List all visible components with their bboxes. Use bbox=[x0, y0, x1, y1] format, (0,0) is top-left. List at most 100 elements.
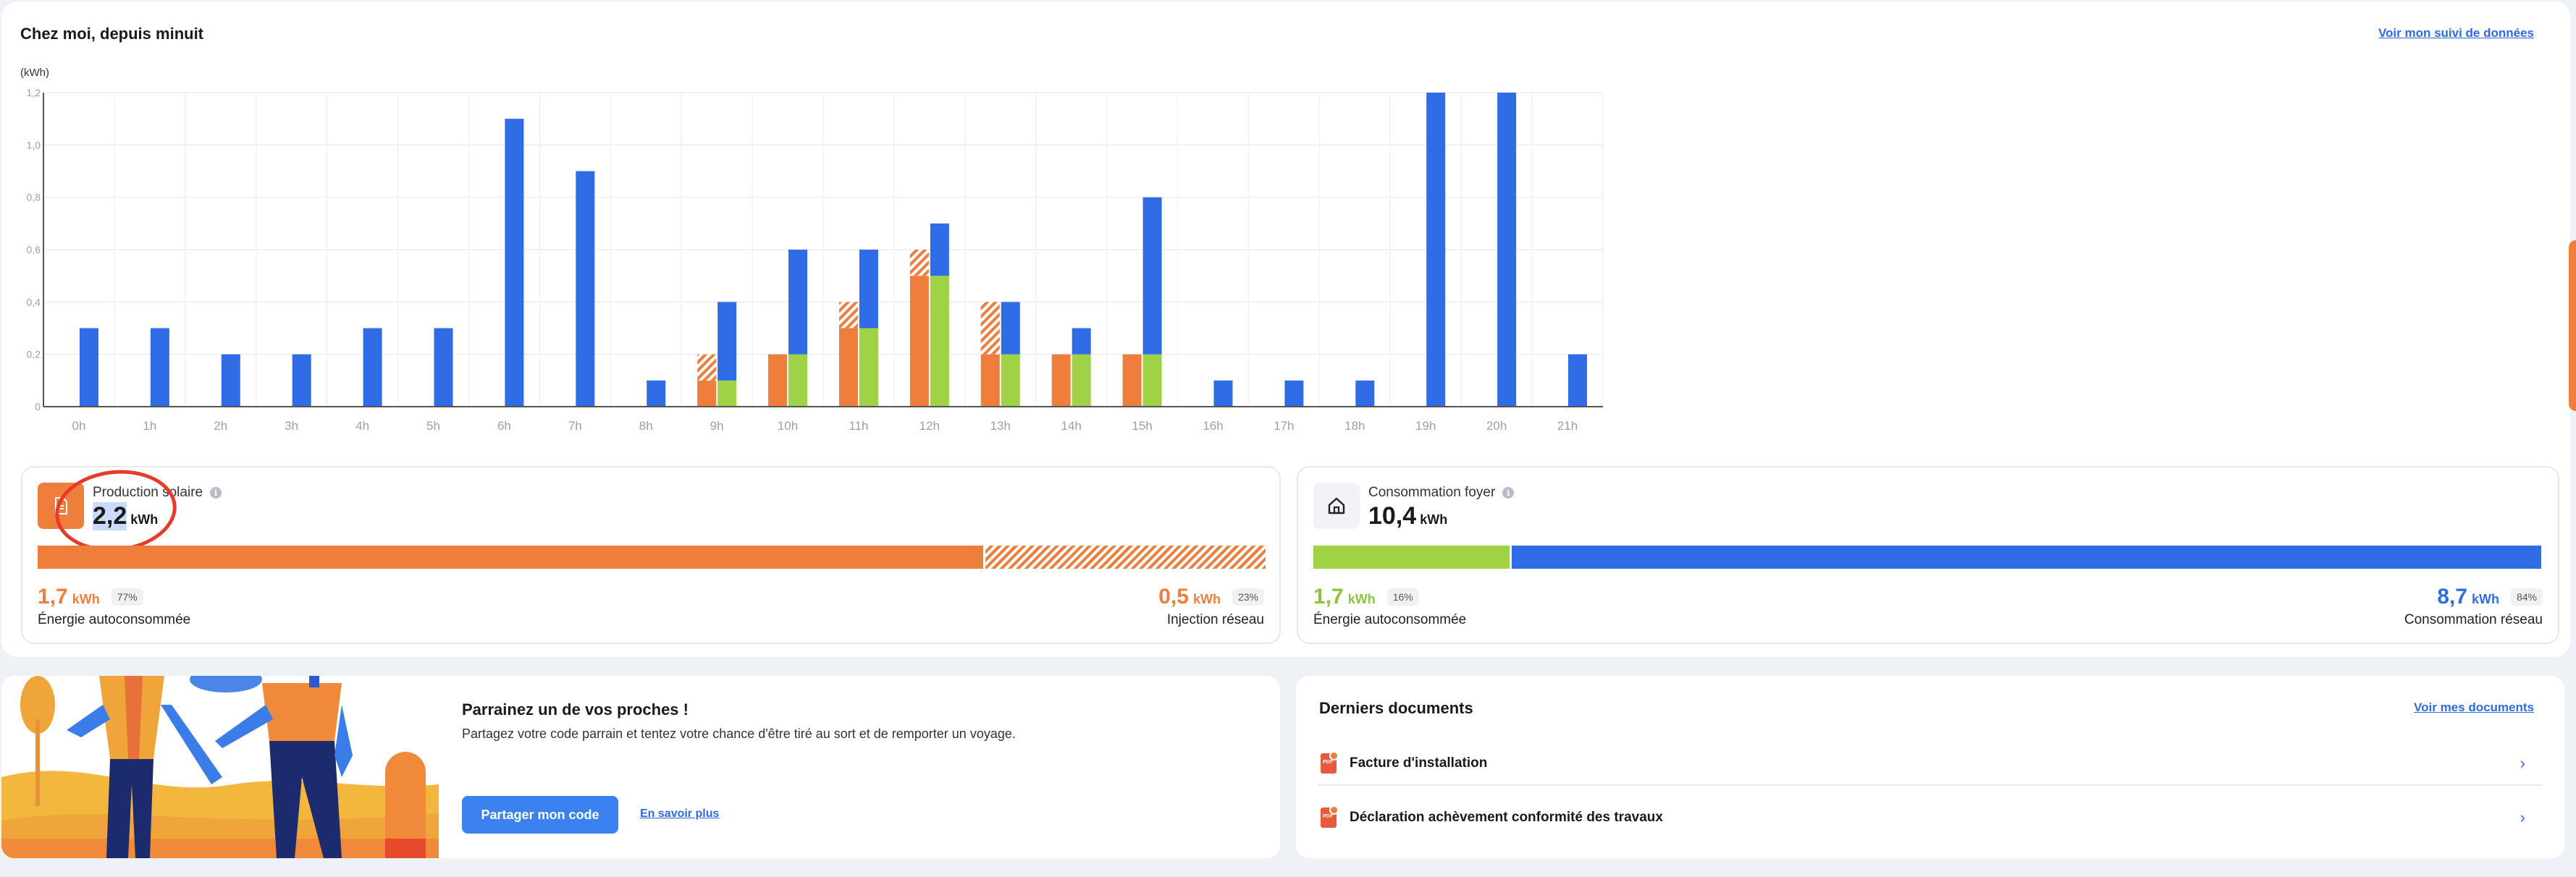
bar-segment-consumption bbox=[363, 328, 382, 407]
latest-documents-card: Derniers documents Voir mes documents PD… bbox=[1296, 676, 2564, 858]
side-feedback-tab[interactable] bbox=[2569, 240, 2576, 411]
x-tick-label: 15h bbox=[1132, 419, 1152, 433]
x-tick-label: 21h bbox=[1557, 419, 1578, 433]
solar-split-bar bbox=[38, 546, 1266, 569]
bar-segment-consumption bbox=[1497, 93, 1517, 407]
x-tick-label: 2h bbox=[214, 419, 227, 433]
self-consumed-label: Énergie autoconsommée bbox=[1313, 612, 1467, 627]
referral-description: Partagez votre code parrain et tentez vo… bbox=[462, 726, 1016, 741]
view-documents-link[interactable]: Voir mes documents bbox=[2414, 700, 2534, 714]
y-tick-label: 1,0 bbox=[27, 139, 41, 151]
bar-segment-production bbox=[768, 354, 788, 407]
bar-segment-consumption bbox=[505, 119, 524, 407]
referral-illustration bbox=[1, 676, 439, 858]
bar-segment-consumption bbox=[788, 250, 808, 355]
document-label: Déclaration achèvement conformité des tr… bbox=[1350, 810, 1663, 825]
data-tracking-link[interactable]: Voir mon suivi de données bbox=[2378, 26, 2534, 40]
percent-badge: 16% bbox=[1386, 588, 1419, 606]
bar-segment-consumption bbox=[717, 380, 737, 407]
info-icon[interactable]: i bbox=[210, 487, 222, 499]
bar-segment-consumption bbox=[1355, 380, 1375, 407]
hourly-energy-chart: 0 0,2 0,4 0,6 0,8 1,0 1,2 0h 1h 2h 3h 4h 5h 6h 7h 8h 9h 1… bbox=[27, 87, 1604, 433]
x-tick-label: 13h bbox=[990, 419, 1011, 433]
home-split-bar bbox=[1313, 546, 2541, 569]
y-tick-label: 0 bbox=[35, 401, 41, 412]
x-tick-label: 5h bbox=[426, 419, 440, 433]
bar-segment-consumption bbox=[1213, 380, 1233, 407]
bar-segment-consumption bbox=[859, 328, 878, 407]
bar-segment-production bbox=[697, 354, 717, 381]
solar-panel-icon bbox=[38, 483, 84, 529]
bar-segment-production bbox=[1051, 354, 1071, 407]
document-row[interactable]: PDF Facture d'installation › bbox=[1318, 742, 2543, 786]
share-code-button[interactable]: Partager mon code bbox=[462, 796, 618, 834]
bar-segment-consumption bbox=[1142, 354, 1162, 407]
bar-segment-consumption bbox=[930, 223, 949, 276]
solar-production-value: 2,2 kWh bbox=[93, 502, 159, 530]
bar-segment-consumption bbox=[1001, 354, 1020, 407]
document-label: Facture d'installation bbox=[1350, 755, 1488, 771]
chevron-right-icon: › bbox=[2520, 808, 2525, 826]
self-consumed-segment bbox=[1313, 546, 1510, 569]
bar-segment-production bbox=[838, 328, 858, 407]
x-tick-label: 8h bbox=[639, 419, 653, 433]
bar-segment-production bbox=[838, 302, 858, 329]
solar-production-card: Production solaire i 2,2 kWh 1,7 kWh 77%… bbox=[21, 464, 1281, 644]
self-consumed-segment bbox=[38, 546, 983, 569]
bar-segment-consumption bbox=[930, 276, 949, 407]
energy-overview-card: Chez moi, depuis minuit Voir mon suivi d… bbox=[1, 1, 2570, 657]
x-tick-label: 9h bbox=[710, 419, 724, 433]
x-tick-label: 3h bbox=[285, 419, 298, 433]
x-tick-label: 20h bbox=[1486, 419, 1507, 433]
home-consumption-card: Consommation foyer i 10,4 kWh 1,7 kWh 16… bbox=[1297, 466, 2559, 644]
home-consumption-label: Consommation foyer bbox=[1368, 485, 1496, 500]
bar-segment-consumption bbox=[788, 354, 808, 407]
y-tick-label: 1,2 bbox=[27, 87, 41, 98]
grid-injection-value: 0,5 bbox=[1158, 585, 1189, 609]
bar-segment-consumption bbox=[859, 250, 878, 329]
bar-segment-production bbox=[980, 302, 1000, 355]
x-tick-label: 19h bbox=[1415, 419, 1436, 433]
pdf-file-icon: PDF bbox=[1321, 751, 1339, 774]
chevron-right-icon: › bbox=[2520, 754, 2525, 772]
bar-segment-consumption bbox=[1072, 354, 1091, 407]
bar-segment-consumption bbox=[1568, 354, 1588, 407]
solar-production-label: Production solaire bbox=[93, 485, 203, 500]
bar-segment-consumption bbox=[79, 328, 98, 407]
x-tick-label: 1h bbox=[143, 419, 156, 433]
bar-segment-consumption bbox=[150, 328, 169, 407]
referral-card: Parrainez un de vos proches ! Partagez v… bbox=[1, 676, 1280, 858]
x-tick-label: 7h bbox=[568, 419, 582, 433]
documents-title: Derniers documents bbox=[1319, 699, 1473, 717]
self-consumed-value: 1,7 bbox=[38, 585, 68, 609]
x-tick-label: 14h bbox=[1061, 419, 1081, 433]
y-tick-label: 0,4 bbox=[27, 296, 41, 308]
referral-title: Parrainez un de vos proches ! bbox=[462, 700, 689, 719]
x-tick-label: 10h bbox=[778, 419, 798, 433]
document-row[interactable]: PDF Déclaration achèvement conformité de… bbox=[1318, 796, 2543, 839]
bar-segment-consumption bbox=[576, 171, 595, 407]
x-tick-label: 12h bbox=[919, 419, 940, 433]
bar-segment-consumption bbox=[1284, 380, 1304, 407]
house-icon bbox=[1313, 483, 1360, 529]
grid-consumption-label: Consommation réseau bbox=[2404, 612, 2543, 627]
learn-more-link[interactable]: En savoir plus bbox=[640, 808, 720, 820]
grid-consumption-segment bbox=[1510, 546, 2541, 569]
x-tick-label: 4h bbox=[355, 419, 369, 433]
y-tick-label: 0,8 bbox=[27, 192, 41, 203]
bar-segment-consumption bbox=[1001, 302, 1020, 355]
bar-segment-consumption bbox=[1426, 93, 1446, 407]
bar-segment-consumption bbox=[647, 380, 666, 407]
y-tick-label: 0,2 bbox=[27, 349, 41, 360]
grid-consumption-value: 8,7 bbox=[2437, 585, 2467, 609]
chart-unit-label: (kWh) bbox=[20, 67, 49, 79]
grid-injection-label: Injection réseau bbox=[1166, 612, 1264, 627]
x-tick-label: 18h bbox=[1344, 419, 1365, 433]
bar-segment-production bbox=[1122, 354, 1142, 407]
bar-segment-consumption bbox=[434, 328, 453, 407]
info-icon[interactable]: i bbox=[1502, 487, 1515, 499]
x-tick-label: 16h bbox=[1203, 419, 1223, 433]
pdf-file-icon: PDF bbox=[1321, 805, 1339, 828]
grid-injection-segment bbox=[982, 546, 1266, 569]
bar-segment-consumption bbox=[1072, 328, 1091, 355]
